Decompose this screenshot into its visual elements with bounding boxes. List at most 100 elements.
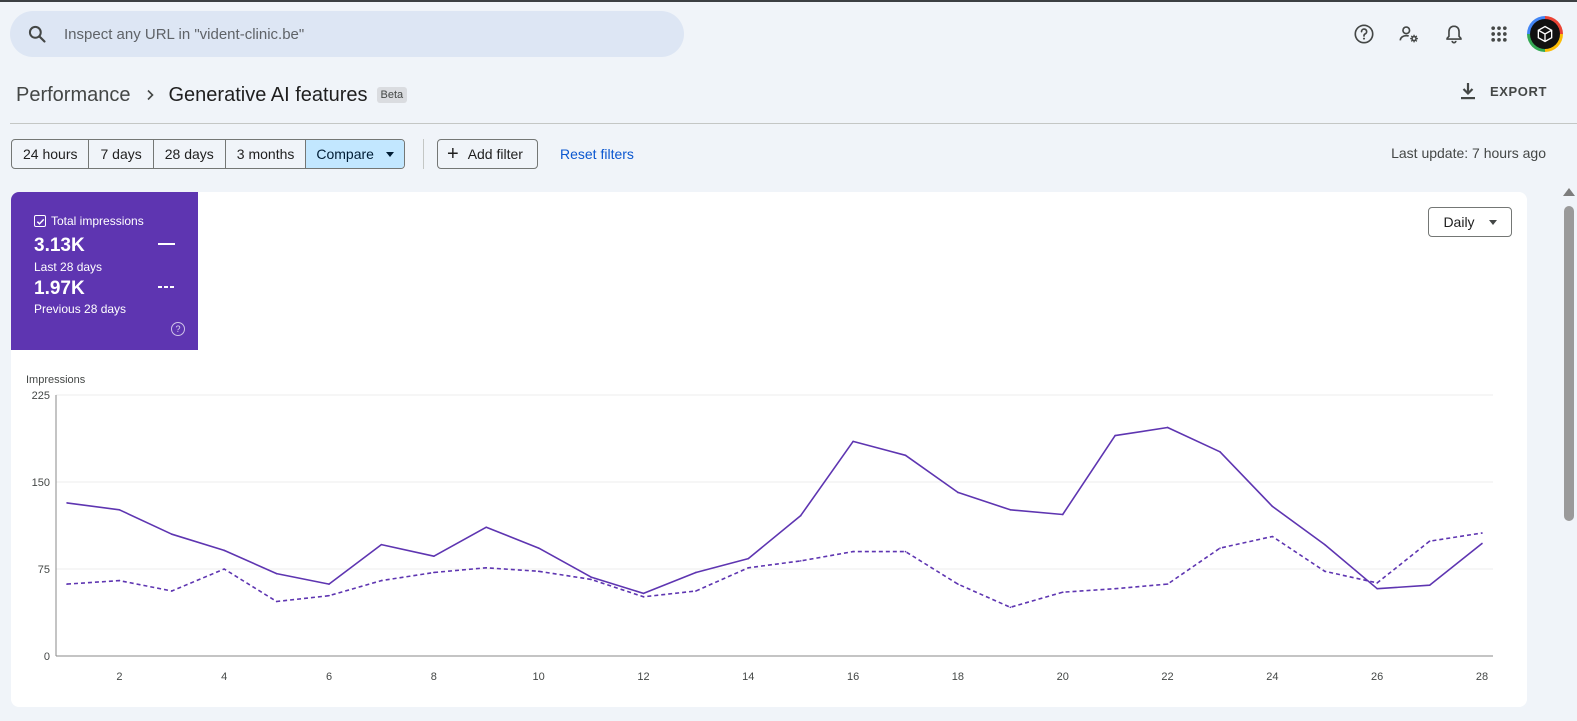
data-point (799, 514, 802, 517)
breadcrumb-performance[interactable]: Performance (16, 83, 131, 106)
range-compare-dropdown[interactable]: Compare (306, 140, 404, 168)
data-point (1481, 532, 1483, 534)
current-period-label: Last 28 days (34, 260, 103, 274)
add-filter-label: Add filter (467, 146, 523, 162)
x-tick-label: 20 (1057, 671, 1069, 683)
data-point (275, 572, 278, 575)
data-point (1323, 570, 1326, 573)
data-point (1166, 583, 1169, 585)
granularity-dropdown[interactable]: Daily (1428, 207, 1512, 237)
data-point (1114, 434, 1116, 437)
header-divider (10, 123, 1577, 124)
data-point (223, 549, 226, 552)
data-point (537, 570, 540, 573)
scroll-up-arrow-icon[interactable] (1563, 188, 1575, 196)
data-point (1219, 451, 1221, 453)
scrollbar-thumb[interactable] (1564, 206, 1574, 521)
chevron-right-icon (145, 89, 155, 101)
data-point (118, 509, 121, 511)
range-24-hours[interactable]: 24 hours (12, 140, 90, 168)
date-range-selector: 24 hours 7 days 28 days 3 months Compare (11, 139, 405, 169)
data-point (380, 543, 383, 546)
data-point (1376, 582, 1378, 584)
data-point (1009, 509, 1012, 511)
export-button[interactable]: EXPORT (1460, 82, 1547, 100)
previous-period-label: Previous 28 days (34, 302, 127, 316)
help-icon[interactable] (1344, 14, 1384, 54)
data-point (328, 594, 330, 597)
last-update-text: Last update: 7 hours ago (1391, 145, 1546, 161)
y-axis-label: Impressions (26, 374, 86, 386)
x-tick-label: 4 (221, 671, 227, 683)
filter-separator (423, 139, 424, 169)
add-filter-button[interactable]: + Add filter (437, 139, 538, 169)
range-3-months[interactable]: 3 months (226, 140, 307, 168)
x-tick-label: 22 (1161, 671, 1173, 683)
data-point (1428, 584, 1431, 587)
data-point (223, 568, 226, 570)
data-point (171, 590, 173, 592)
data-point (1114, 587, 1116, 590)
data-point (380, 579, 383, 582)
cube-logo-icon (1530, 19, 1560, 49)
data-point (1481, 542, 1483, 545)
search-icon (26, 23, 48, 45)
previous-impressions-value: 1.97K (34, 278, 85, 299)
total-impressions-metric[interactable]: Total impressions 3.13K Last 28 days 1.9… (11, 192, 198, 350)
current-period-line (66, 426, 1483, 595)
checkbox-checked-icon[interactable] (34, 215, 46, 227)
data-point (642, 596, 645, 598)
data-point (799, 560, 802, 562)
data-point (957, 491, 959, 494)
data-point (852, 550, 854, 553)
data-point (1061, 591, 1064, 593)
data-point (66, 583, 68, 585)
data-point (1271, 535, 1274, 538)
previous-period-line (66, 532, 1483, 609)
y-tick-label: 0 (44, 651, 50, 663)
metric-title-label: Total impressions (51, 214, 144, 228)
x-tick-label: 10 (533, 671, 545, 683)
help-circle-icon[interactable]: ? (171, 322, 185, 336)
data-point (904, 454, 907, 457)
notifications-icon[interactable] (1434, 14, 1474, 54)
reset-filters-link[interactable]: Reset filters (560, 146, 634, 162)
data-point (328, 583, 330, 585)
page-scrollbar[interactable] (1563, 188, 1575, 521)
data-point (66, 502, 68, 504)
data-point (590, 578, 592, 581)
range-28-days[interactable]: 28 days (154, 140, 226, 168)
data-point (747, 567, 750, 569)
dropdown-arrow-icon (1488, 219, 1497, 225)
x-tick-label: 14 (742, 671, 754, 683)
data-point (118, 579, 121, 582)
data-point (1166, 426, 1169, 429)
url-inspect-input[interactable] (64, 25, 644, 43)
data-point (1323, 543, 1326, 546)
data-point (904, 550, 907, 553)
account-avatar[interactable] (1527, 16, 1563, 52)
granularity-label: Daily (1443, 214, 1475, 230)
beta-badge: Beta (376, 87, 408, 103)
dropdown-arrow-icon (385, 151, 394, 157)
data-point (957, 583, 959, 585)
page-title: Generative AI features (168, 83, 368, 106)
download-icon (1460, 83, 1475, 100)
data-point (1219, 547, 1221, 549)
search-bar[interactable] (10, 11, 684, 57)
x-tick-label: 8 (431, 671, 437, 683)
data-point (1271, 505, 1274, 508)
range-7-days[interactable]: 7 days (89, 140, 154, 168)
data-point (747, 557, 750, 560)
data-point (1376, 587, 1378, 590)
data-point (642, 592, 645, 595)
data-point (1428, 540, 1431, 542)
manage-users-icon[interactable] (1389, 14, 1429, 54)
data-point (171, 533, 173, 535)
y-tick-label: 75 (38, 564, 50, 576)
apps-icon[interactable] (1479, 14, 1519, 54)
x-tick-label: 28 (1476, 671, 1488, 683)
export-label: EXPORT (1489, 83, 1547, 99)
x-tick-label: 26 (1371, 671, 1383, 683)
